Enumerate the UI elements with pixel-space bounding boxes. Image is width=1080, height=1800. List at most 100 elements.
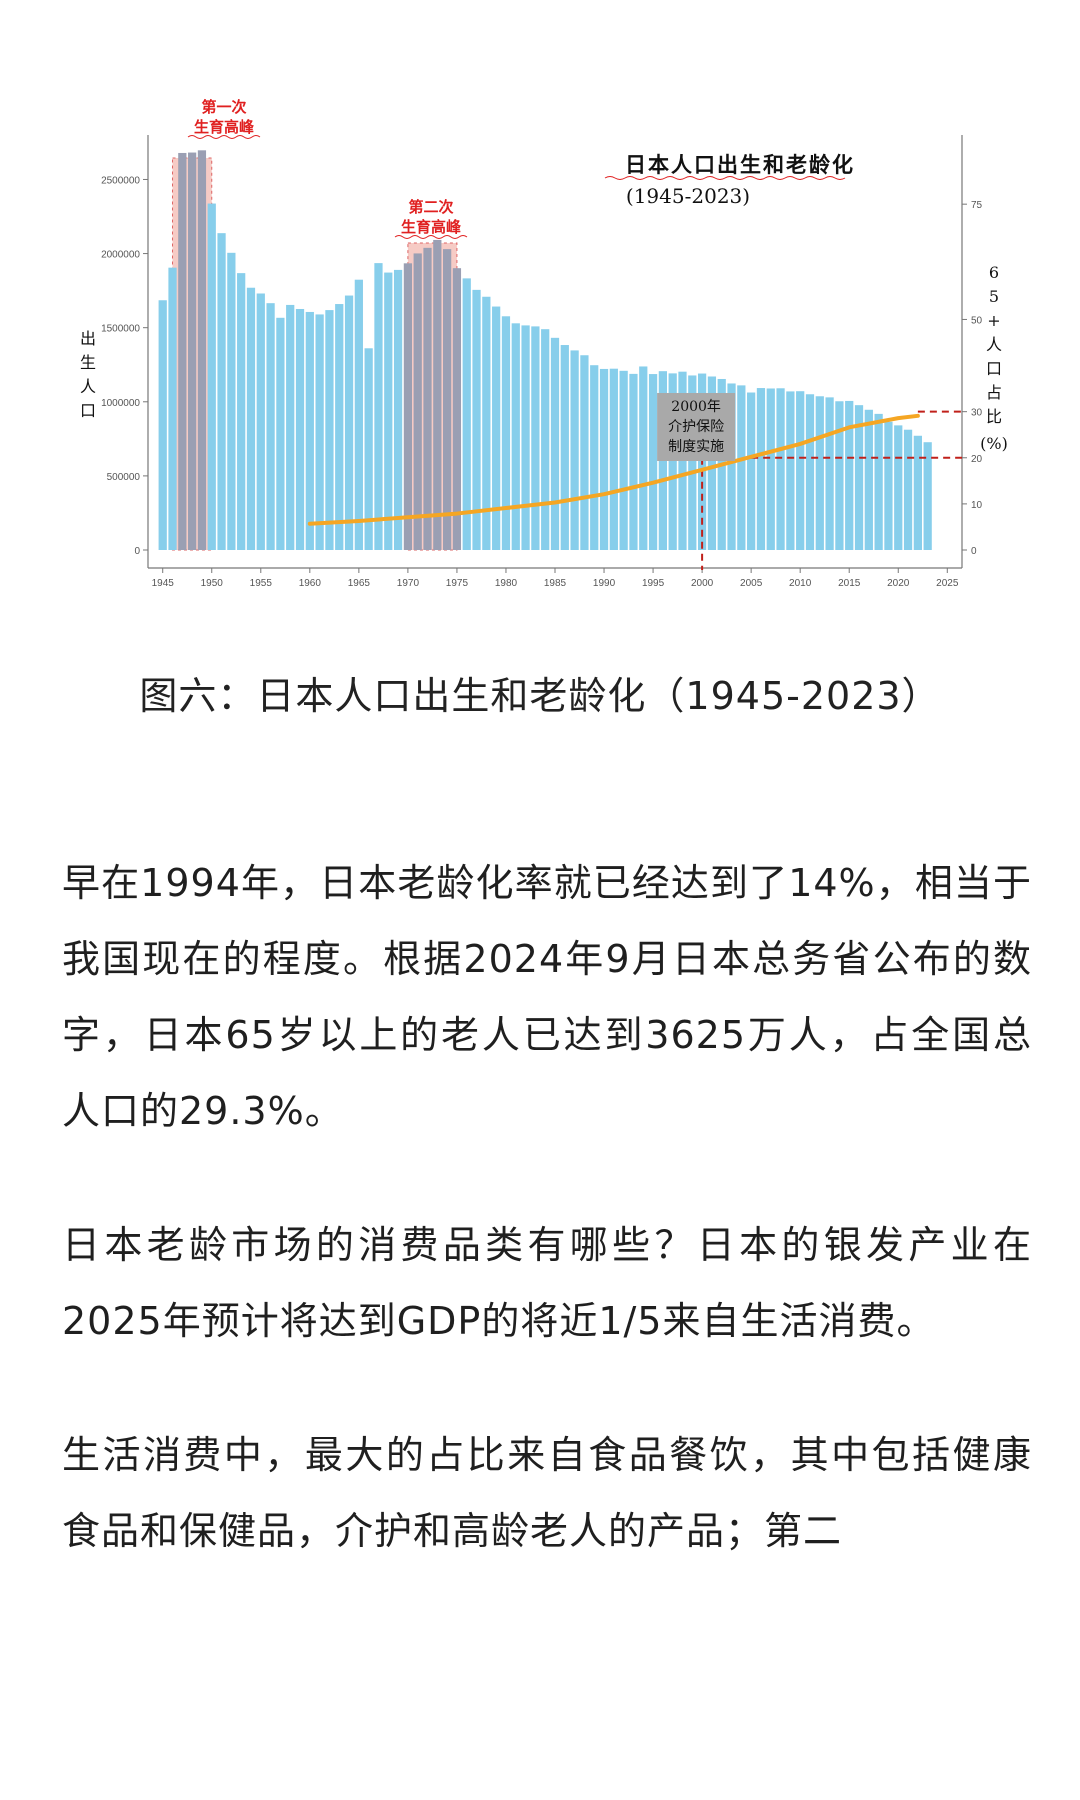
chart-figure: 0 500000 1000000 1500000 2000000 2500000 0 10 20… <box>0 0 1080 640</box>
article-paragraph-1: 早在1994年，日本老龄化率就已经达到了14%，相当于我国现在的程度。根据202… <box>62 861 1032 1133</box>
birth-bar <box>747 392 756 550</box>
birth-bar <box>894 425 903 550</box>
birth-bar <box>786 391 795 550</box>
birth-bar <box>599 368 609 550</box>
x-tick-label: 1990 <box>593 578 616 589</box>
birth-bar <box>158 300 167 550</box>
x-tick-label: 1985 <box>544 578 567 589</box>
policy-annotation-text: 2000年 <box>671 399 721 415</box>
birth-bar <box>639 366 648 550</box>
birth-bar <box>570 350 579 550</box>
birth-bar <box>217 233 226 551</box>
birth-bar <box>668 373 677 550</box>
y-right-tick-label: 0 <box>971 546 977 557</box>
x-tick-label: 2005 <box>740 578 763 589</box>
birth-bar <box>374 263 383 550</box>
y-right-axis-label-char: 5 <box>989 287 999 306</box>
birth-bar <box>168 267 177 550</box>
policy-annotation-text: 介护保险 <box>668 419 724 435</box>
birth-bar <box>629 373 638 550</box>
birth-bar <box>766 388 775 550</box>
y-right-axis-label-unit: (%) <box>980 434 1008 453</box>
birth-bar <box>531 326 540 550</box>
y-left-axis-label-char: 人 <box>80 377 96 396</box>
birth-bar <box>884 421 893 550</box>
title-underline <box>604 176 846 180</box>
birth-bar <box>276 317 285 550</box>
birth-bar <box>923 442 932 550</box>
peak-label-underline <box>394 235 468 239</box>
birth-bar <box>815 396 824 550</box>
birth-bar <box>188 152 197 550</box>
birth-bar <box>845 400 854 550</box>
birth-bar <box>423 247 432 551</box>
y-left-tick-label: 1000000 <box>101 398 140 409</box>
x-tick-label: 1960 <box>299 578 322 589</box>
birth-bar <box>648 374 658 550</box>
x-tick-label: 1965 <box>348 578 371 589</box>
birth-bar <box>325 310 334 550</box>
birth-bar <box>707 376 717 550</box>
birth-bar <box>295 308 305 550</box>
birth-bar <box>501 316 511 550</box>
birth-bar <box>864 409 873 550</box>
aging-ratio-line <box>307 413 920 526</box>
birth-bar <box>805 394 815 550</box>
birth-bar <box>541 329 550 550</box>
birth-bar <box>403 263 413 550</box>
birth-bar <box>452 268 462 550</box>
y-right-axis-label-char: 6 <box>989 263 999 282</box>
x-tick-label: 1970 <box>397 578 420 589</box>
x-tick-label: 1995 <box>642 578 665 589</box>
birth-bar <box>796 391 805 550</box>
birth-peak-label: 第一次 <box>201 98 246 116</box>
x-tick-label: 1975 <box>446 578 469 589</box>
policy-annotation-box <box>657 393 736 461</box>
x-tick-label: 2000 <box>691 578 714 589</box>
birth-bar <box>344 295 354 550</box>
y-left-tick-label: 0 <box>134 546 140 557</box>
birth-bar <box>737 385 746 550</box>
y-right-tick-label: 75 <box>971 200 983 211</box>
birth-bar <box>521 325 530 550</box>
article-paragraph-2: 日本老龄市场的消费品类有哪些？日本的银发产业在2025年预计将达到GDP的将近1… <box>62 1223 1032 1343</box>
birth-bar <box>756 388 766 550</box>
birth-bar <box>266 303 275 550</box>
y-right-tick-label: 20 <box>971 454 983 465</box>
y-left-axis-label-char: 生 <box>80 353 96 372</box>
x-tick-label: 1950 <box>201 578 224 589</box>
y-left-axis-label-char: 口 <box>80 401 96 420</box>
birth-bar <box>335 304 344 550</box>
birth-bar <box>433 239 442 550</box>
article-paragraph-3: 生活消费中，最大的占比来自食品餐饮，其中包括健康食品和保健品，介护和高龄老人的产… <box>62 1433 1032 1553</box>
birth-bar <box>305 311 314 550</box>
article-body: 早在1994年，日本老龄化率就已经达到了14%，相当于我国现在的程度。根据202… <box>62 845 1032 1627</box>
birth-bar <box>609 368 618 550</box>
birth-bar <box>413 253 422 550</box>
birth-bar <box>776 388 785 550</box>
birth-bar <box>364 348 373 550</box>
y-left-tick-label: 1500000 <box>101 324 140 335</box>
birth-peak-label: 生育高峰 <box>194 118 255 136</box>
birth-bar <box>590 365 599 550</box>
y-right-tick-label: 30 <box>971 408 983 419</box>
birth-bar <box>580 355 589 550</box>
birth-peak-label: 生育高峰 <box>401 218 462 236</box>
chart-title: 日本人口出生和老龄化 <box>625 152 855 177</box>
birth-bar <box>237 273 246 550</box>
birth-bar <box>256 293 265 550</box>
birth-bar <box>472 289 481 550</box>
birth-bar <box>874 413 883 550</box>
birth-bar <box>619 370 628 550</box>
x-tick-label: 1955 <box>250 578 273 589</box>
birth-bar <box>727 383 736 550</box>
birth-bar <box>207 203 216 550</box>
birth-bar <box>688 375 697 550</box>
birth-bar <box>178 152 187 550</box>
birth-bar <box>286 304 295 550</box>
y-left-tick-label: 2000000 <box>101 250 140 261</box>
x-tick-label: 1980 <box>495 578 518 589</box>
birth-bar <box>825 397 834 550</box>
figure-caption: 图六：日本人口出生和老龄化（1945-2023） <box>139 674 941 718</box>
birth-bar <box>482 296 491 550</box>
